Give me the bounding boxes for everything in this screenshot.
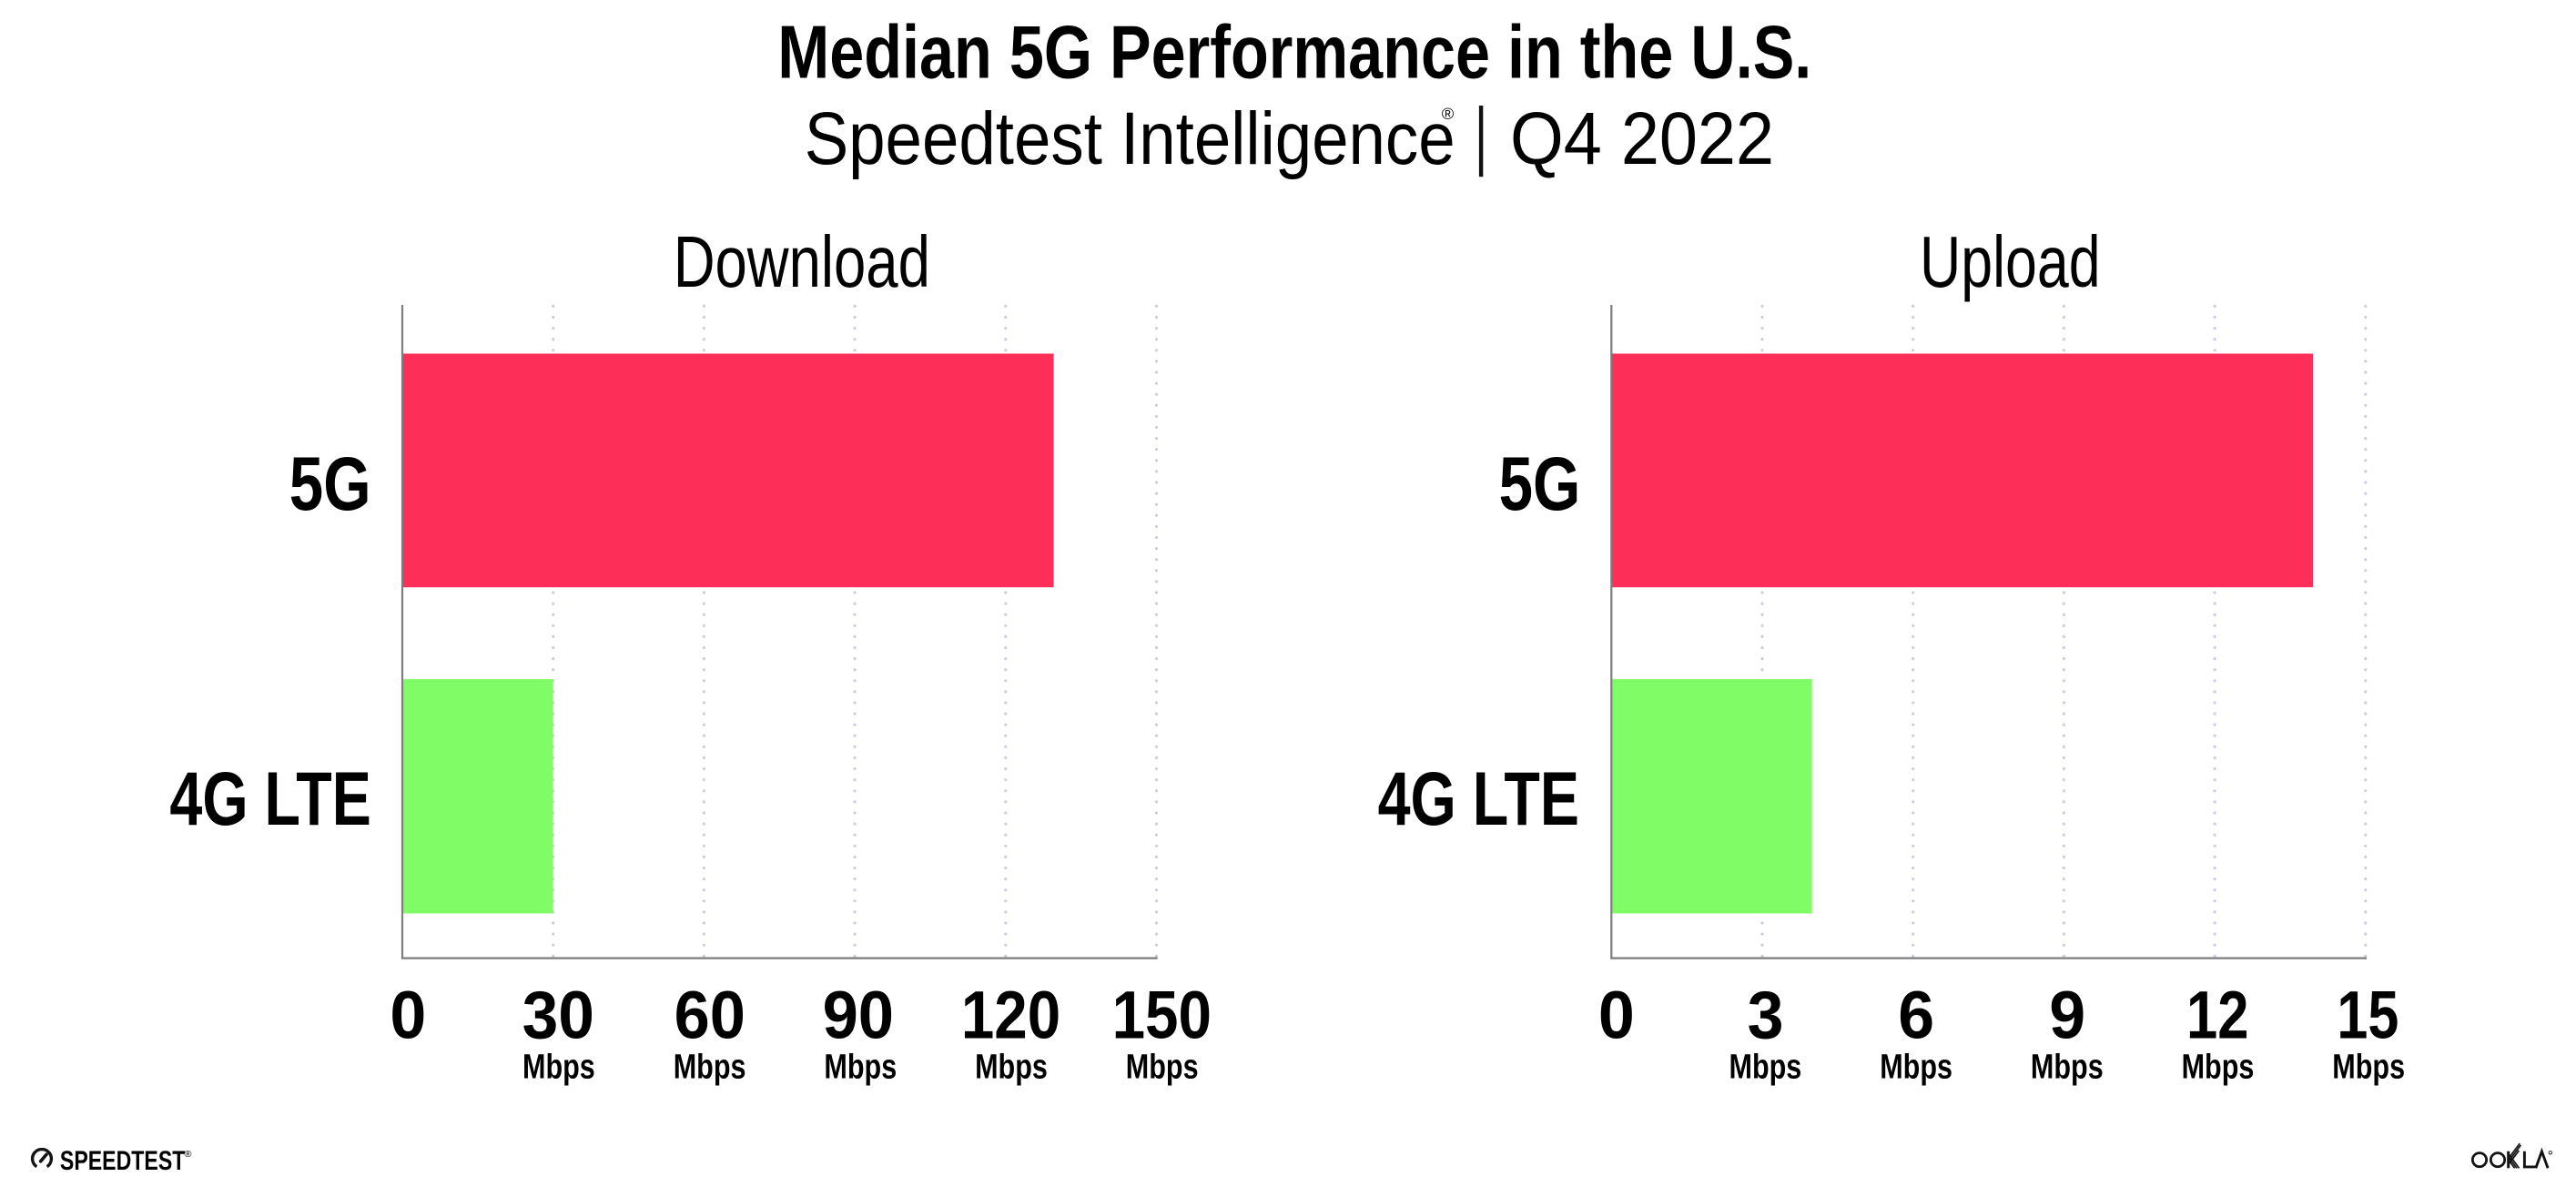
- svg-text:0: 0: [390, 978, 426, 1053]
- svg-text:4G LTE: 4G LTE: [169, 756, 370, 841]
- svg-text:0: 0: [1598, 978, 1635, 1053]
- svg-text:Median 5G Performance in the U: Median 5G Performance in the U.S.: [777, 9, 1811, 94]
- svg-text:9: 9: [2049, 978, 2085, 1053]
- svg-text:90: 90: [823, 978, 894, 1053]
- svg-text:12: 12: [2186, 978, 2249, 1053]
- svg-text:Mbps: Mbps: [674, 1049, 746, 1087]
- svg-text:Mbps: Mbps: [975, 1049, 1048, 1087]
- svg-text:Mbps: Mbps: [2332, 1049, 2405, 1087]
- svg-text:60: 60: [674, 978, 745, 1053]
- svg-text:Mbps: Mbps: [1880, 1049, 1952, 1087]
- svg-text:Mbps: Mbps: [522, 1049, 595, 1087]
- svg-text:15: 15: [2337, 978, 2399, 1053]
- svg-text:®: ®: [1442, 105, 1455, 123]
- svg-text:120: 120: [961, 978, 1060, 1053]
- svg-text:4G LTE: 4G LTE: [1378, 756, 1579, 841]
- svg-text:Speedtest Intelligence: Speedtest Intelligence: [805, 97, 1455, 180]
- svg-text:5G: 5G: [1499, 441, 1581, 526]
- svg-text:Mbps: Mbps: [1126, 1049, 1199, 1087]
- svg-text:6: 6: [1898, 978, 1934, 1053]
- svg-text:5G: 5G: [289, 441, 371, 526]
- svg-text:Q4 2022: Q4 2022: [1510, 97, 1774, 180]
- svg-text:Mbps: Mbps: [2031, 1049, 2104, 1087]
- svg-text:®: ®: [185, 1150, 193, 1160]
- svg-text:150: 150: [1112, 978, 1212, 1053]
- svg-text:Mbps: Mbps: [2182, 1049, 2255, 1087]
- svg-text:Mbps: Mbps: [1729, 1049, 1802, 1087]
- svg-text:30: 30: [522, 978, 594, 1053]
- svg-text:Download: Download: [674, 221, 930, 302]
- svg-text:Upload: Upload: [1920, 221, 2101, 302]
- svg-text:Mbps: Mbps: [824, 1049, 897, 1087]
- svg-text:SPEEDTEST: SPEEDTEST: [60, 1146, 186, 1176]
- svg-text:3: 3: [1748, 978, 1784, 1053]
